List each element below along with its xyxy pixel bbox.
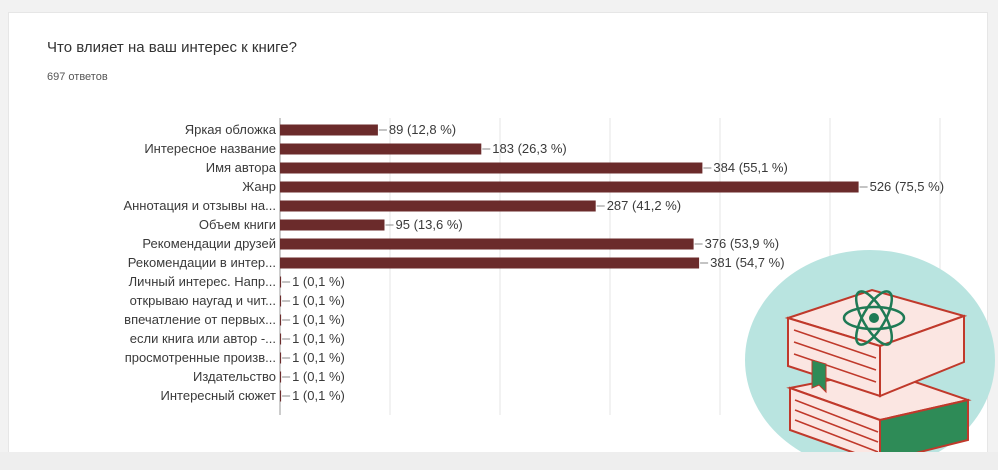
data-label: 89 (12,8 %) [389,122,456,137]
chart-bars [280,124,859,402]
chart-labels: Яркая обложка 89 (12,8 %) Интересное назва… [123,122,944,403]
bar[interactable] [280,257,700,269]
bar[interactable] [280,143,482,155]
bar[interactable] [280,162,703,174]
data-label: 287 (41,2 %) [607,198,681,213]
bar[interactable] [280,295,282,307]
category-label: впечатление от первых... [124,312,276,327]
bar[interactable] [280,390,282,402]
data-label: 1 (0,1 %) [292,388,345,403]
data-label: 183 (26,3 %) [492,141,566,156]
bar[interactable] [280,352,282,364]
bar[interactable] [280,181,859,193]
category-label: просмотренные произв... [125,350,276,365]
bar[interactable] [280,124,378,136]
category-label: Интересное название [144,141,276,156]
category-label: Яркая обложка [185,122,277,137]
category-label: Личный интерес. Напр... [129,274,276,289]
bar[interactable] [280,238,694,250]
response-count: 697 ответов [47,71,108,83]
bar[interactable] [280,276,282,288]
data-label: 376 (53,9 %) [705,236,779,251]
bar[interactable] [280,314,282,326]
category-label: Интересный сюжет [161,388,277,403]
data-label: 95 (13,6 %) [396,217,463,232]
bar[interactable] [280,200,596,212]
category-label: Жанр [242,179,276,194]
data-label: 1 (0,1 %) [292,293,345,308]
category-label: открываю наугад и чит... [130,293,276,308]
bar[interactable] [280,219,385,231]
data-label: 1 (0,1 %) [292,274,345,289]
category-label: Имя автора [206,160,277,175]
data-label: 1 (0,1 %) [292,350,345,365]
category-label: Объем книги [199,217,276,232]
chart-card: Что влияет на ваш интерес к книге? 697 о… [8,12,988,454]
page-footer-strip [0,452,998,470]
data-label: 1 (0,1 %) [292,369,345,384]
chart-title: Что влияет на ваш интерес к книге? [47,39,297,56]
data-label: 381 (54,7 %) [710,255,784,270]
data-label: 526 (75,5 %) [870,179,944,194]
data-label: 1 (0,1 %) [292,312,345,327]
data-label: 1 (0,1 %) [292,331,345,346]
category-label: Рекомендации друзей [142,236,276,251]
bar[interactable] [280,333,282,345]
atom-icon [842,290,906,346]
data-label: 384 (55,1 %) [713,160,787,175]
bar[interactable] [280,371,282,383]
category-label: Издательство [193,369,276,384]
category-label: если книга или автор -... [130,331,276,346]
category-label: Рекомендации в интер... [128,255,276,270]
category-label: Аннотация и отзывы на... [123,198,276,213]
